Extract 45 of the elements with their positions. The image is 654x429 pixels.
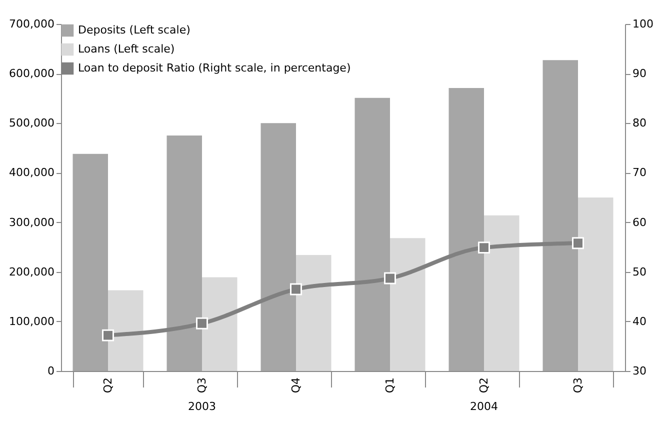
y-tick-label: 200,000: [9, 265, 54, 278]
y2-tick-label: 60: [632, 216, 646, 229]
legend-label: Deposits (Left scale): [78, 24, 190, 36]
bar: [448, 88, 484, 371]
bar: [166, 136, 202, 371]
bar: [260, 123, 296, 371]
x-tick-label: Q3: [196, 378, 208, 394]
bar: [72, 154, 108, 371]
y2-tick-label: 30: [632, 364, 646, 378]
legend-label: Loans (Left scale): [78, 42, 175, 56]
y-tick-label: 500,000: [9, 116, 54, 130]
x-tick-label: Q3: [572, 378, 584, 394]
point: [196, 317, 208, 330]
y2-tick-label: 80: [632, 116, 646, 130]
y-tick-label: 700,000: [9, 18, 54, 30]
x-tick-label: Q4: [290, 378, 302, 394]
x-tick-label: Q2: [102, 378, 114, 394]
y-tick-label: 400,000: [9, 166, 54, 180]
bar: [296, 255, 332, 371]
y2-tick-label: 70: [632, 166, 646, 180]
bar: [202, 277, 238, 371]
legend-label: Loan to deposit Ratio (Right scale, in percentage): [78, 62, 351, 74]
bar: [542, 60, 578, 371]
point: [478, 242, 490, 254]
y2-tick-label: 100: [632, 18, 654, 30]
y2-tick-label: 40: [632, 314, 646, 328]
bar: [484, 215, 520, 371]
y-tick-label: 300,000: [9, 216, 54, 229]
x-tick-label: Q1: [384, 378, 396, 394]
point: [102, 329, 114, 342]
x-tick-label: Q2: [478, 378, 490, 394]
y-tick-label: 100,000: [9, 314, 54, 328]
text: 2004: [470, 400, 498, 413]
bar: [390, 238, 426, 371]
y2-tick-label: 50: [632, 265, 646, 278]
point: [572, 237, 584, 250]
text: 2003: [188, 400, 216, 413]
bar: [578, 198, 614, 371]
bar: [108, 290, 144, 371]
y-tick-label: 600,000: [9, 67, 54, 80]
y2-tick-label: 90: [632, 67, 646, 80]
point: [384, 272, 396, 284]
y-tick-label: 0: [48, 364, 54, 378]
point: [290, 283, 302, 296]
bar: [354, 98, 390, 371]
